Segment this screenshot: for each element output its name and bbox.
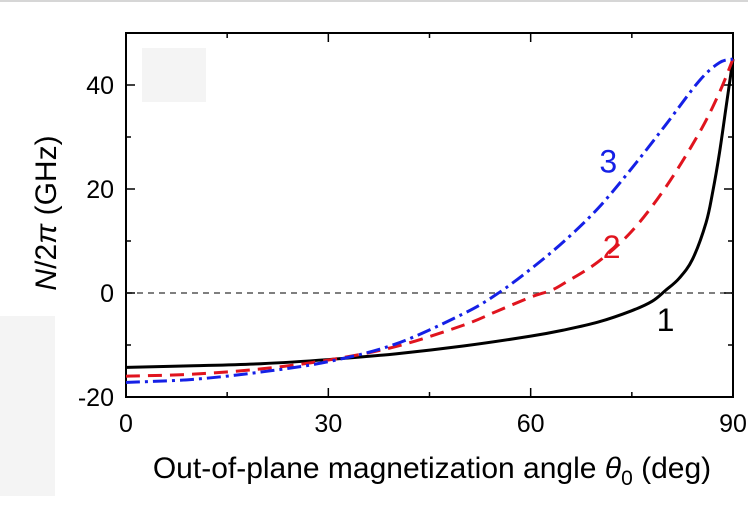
- curves: [125, 57, 735, 384]
- x-axis-label-text: Out-of-plane magnetization angle: [153, 452, 605, 485]
- y-axis-label-italic: N: [30, 269, 63, 291]
- curve-label-3: 3: [599, 143, 617, 179]
- curve-labels: 1 2 3: [599, 143, 674, 338]
- x-tick-label: 90: [719, 410, 747, 438]
- curve-2: [125, 58, 735, 378]
- y-axis-label-symbol: π: [30, 223, 63, 244]
- x-axis-label-unit: (deg): [633, 452, 711, 485]
- shaded-patch-top: [142, 48, 206, 102]
- x-axis-label: Out-of-plane magnetization angle θ0 (deg…: [153, 452, 711, 490]
- shaded-patch-left: [0, 316, 55, 496]
- curve-3: [125, 57, 734, 384]
- x-tick-label: 30: [314, 410, 342, 438]
- y-axis-label-unit: (GHz): [30, 135, 63, 223]
- x-tick-label: 0: [119, 410, 133, 438]
- ticks: [125, 32, 734, 398]
- y-axis-label: N/2π (GHz): [30, 135, 63, 290]
- curve-1: [125, 58, 735, 369]
- plot-area: [125, 32, 734, 398]
- y-tick-label: -20: [78, 384, 114, 412]
- plot-frame: [125, 32, 734, 398]
- x-axis-label-subscript: 0: [621, 467, 633, 490]
- curve-label-1: 1: [657, 302, 675, 338]
- y-tick-label: 0: [100, 280, 114, 308]
- top-border-line: [0, 0, 748, 2]
- y-tick-label: 20: [86, 176, 114, 204]
- y-tick-label: 40: [86, 72, 114, 100]
- x-tick-label: 60: [517, 410, 545, 438]
- y-axis-label-mid: /2: [30, 244, 63, 269]
- x-axis-label-symbol: θ: [605, 452, 622, 485]
- curve-label-2: 2: [603, 229, 621, 265]
